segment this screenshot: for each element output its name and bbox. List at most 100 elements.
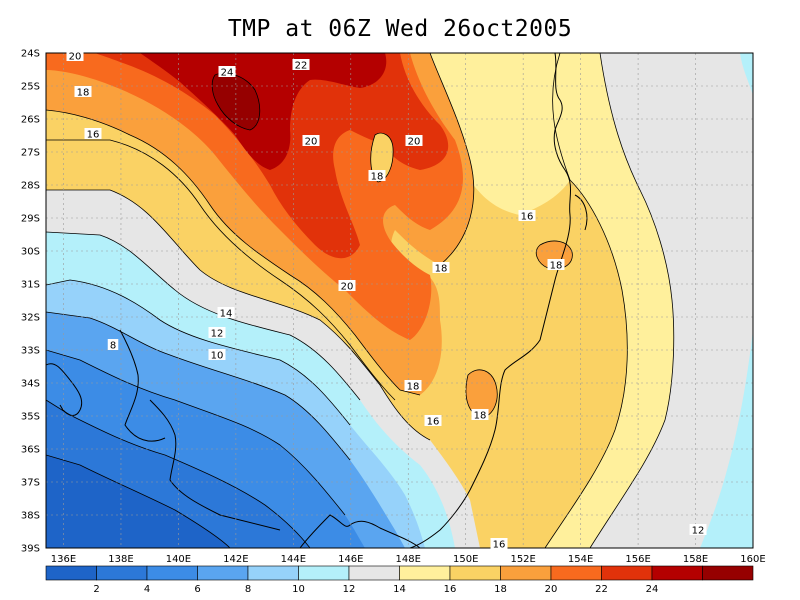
contour-label-bg [368,170,386,181]
lat-label: 38S [21,511,40,522]
contour-label: 20 [305,137,318,148]
contour-label-bg [302,135,320,146]
colorbar-label: 20 [545,584,558,595]
contour-label-bg [424,415,442,426]
contour-label: 18 [474,411,487,422]
contour-label: 16 [521,212,534,223]
colorbar-swatch [348,565,400,581]
colorbar-swatch [45,565,97,581]
contour-label: 12 [692,526,705,537]
band-east-12-14 [590,53,753,548]
lat-label: 26S [21,115,40,126]
colorbar-swatch [96,565,148,581]
contour-label: 18 [435,264,448,275]
lon-label: 144E [281,554,306,565]
map-frame [45,52,754,549]
contour-label-bg [66,50,84,61]
contour-labels: 20 18 16 24 22 20 20 18 16 18 18 20 14 12 10 8 18 18 16 16 1… [66,50,707,551]
contour-label: 16 [87,130,100,141]
colorbar-label: 16 [444,584,457,595]
blob-18-20-south [465,369,498,418]
lat-label: 29S [21,214,40,225]
lon-label: 142E [223,554,248,565]
contour-label: 14 [220,309,233,320]
contour-label-bg [689,524,707,535]
colorbar-label: 24 [646,584,659,595]
map-title: TMP at 06Z Wed 26oct2005 [227,16,573,42]
lat-label: 25S [21,82,40,93]
band-tongue-16-18 [370,133,394,182]
contour-label: 16 [427,417,440,428]
lon-label: 152E [510,554,535,565]
colorbar-label: 14 [393,584,406,595]
colorbar-label: 8 [245,584,251,595]
lat-label: 39S [21,544,40,555]
contour-label: 18 [77,88,90,99]
contour-label-bg [405,135,423,146]
colorbar-swatch [702,565,754,581]
lon-label: 154E [568,554,593,565]
contour-label-bg [471,409,489,420]
contour-label: 20 [341,282,354,293]
contour-label: 18 [407,382,420,393]
contour-label: 18 [371,172,384,183]
lat-label: 36S [21,445,40,456]
band-east-10-12 [700,53,753,548]
lat-label: 30S [21,247,40,258]
contour-label: 20 [69,52,82,63]
contour-label: 18 [550,261,563,272]
contour-label: 16 [493,540,506,551]
lat-label: 35S [21,412,40,423]
contour-label: 10 [211,351,224,362]
contour-label-bg [518,210,536,221]
lon-label: 158E [683,554,708,565]
contour-label-bg [292,59,310,70]
filled-contours [46,53,753,548]
colorbar-swatch [651,565,703,581]
contour-label: 20 [408,137,421,148]
lat-label: 31S [21,280,40,291]
lon-label: 136E [51,554,76,565]
lon-label: 156E [625,554,650,565]
lon-label: 160E [740,554,765,565]
colorbar-label: 4 [144,584,150,595]
contour-label-bg [547,259,565,270]
band-26-nw-core [212,73,260,130]
lon-label: 150E [453,554,478,565]
contour-label-bg [208,349,226,360]
contour-label-bg [208,327,226,338]
lat-label: 34S [21,379,40,390]
lat-label: 33S [21,346,40,357]
lon-label: 148E [396,554,421,565]
contour-label: 12 [211,329,224,340]
lon-label: 146E [338,554,363,565]
lat-label: 32S [21,313,40,324]
longitude-labels: 136E 138E 140E 142E 144E 146E 148E 150E 152E 154E… [51,554,766,565]
colorbar-swatch [601,565,653,581]
contour-label-bg [432,262,450,273]
lon-label: 140E [166,554,191,565]
contour-label: 22 [295,61,308,72]
contour-lines [45,52,675,549]
band-east-14-16 [545,53,674,548]
contour-label-bg [338,280,356,291]
colorbar-label: 12 [343,584,356,595]
lat-label: 28S [21,181,40,192]
colorbar-label: 2 [93,584,99,595]
band-2-4-west [46,455,230,548]
colorbar-label: 18 [494,584,507,595]
contour-label-bg [107,339,119,350]
band-24-26-nw [140,53,387,170]
colorbar-swatch [146,565,198,581]
colorbar-swatch [500,565,552,581]
colorbar-label: 22 [595,584,608,595]
colorbar-swatch [449,565,501,581]
contour-label-bg [84,128,102,139]
contour-label: 8 [110,341,116,352]
lat-label: 27S [21,148,40,159]
lat-label: 37S [21,478,40,489]
colorbar-swatch [247,565,299,581]
lat-label: 24S [21,49,40,60]
colorbar-swatch [197,565,249,581]
